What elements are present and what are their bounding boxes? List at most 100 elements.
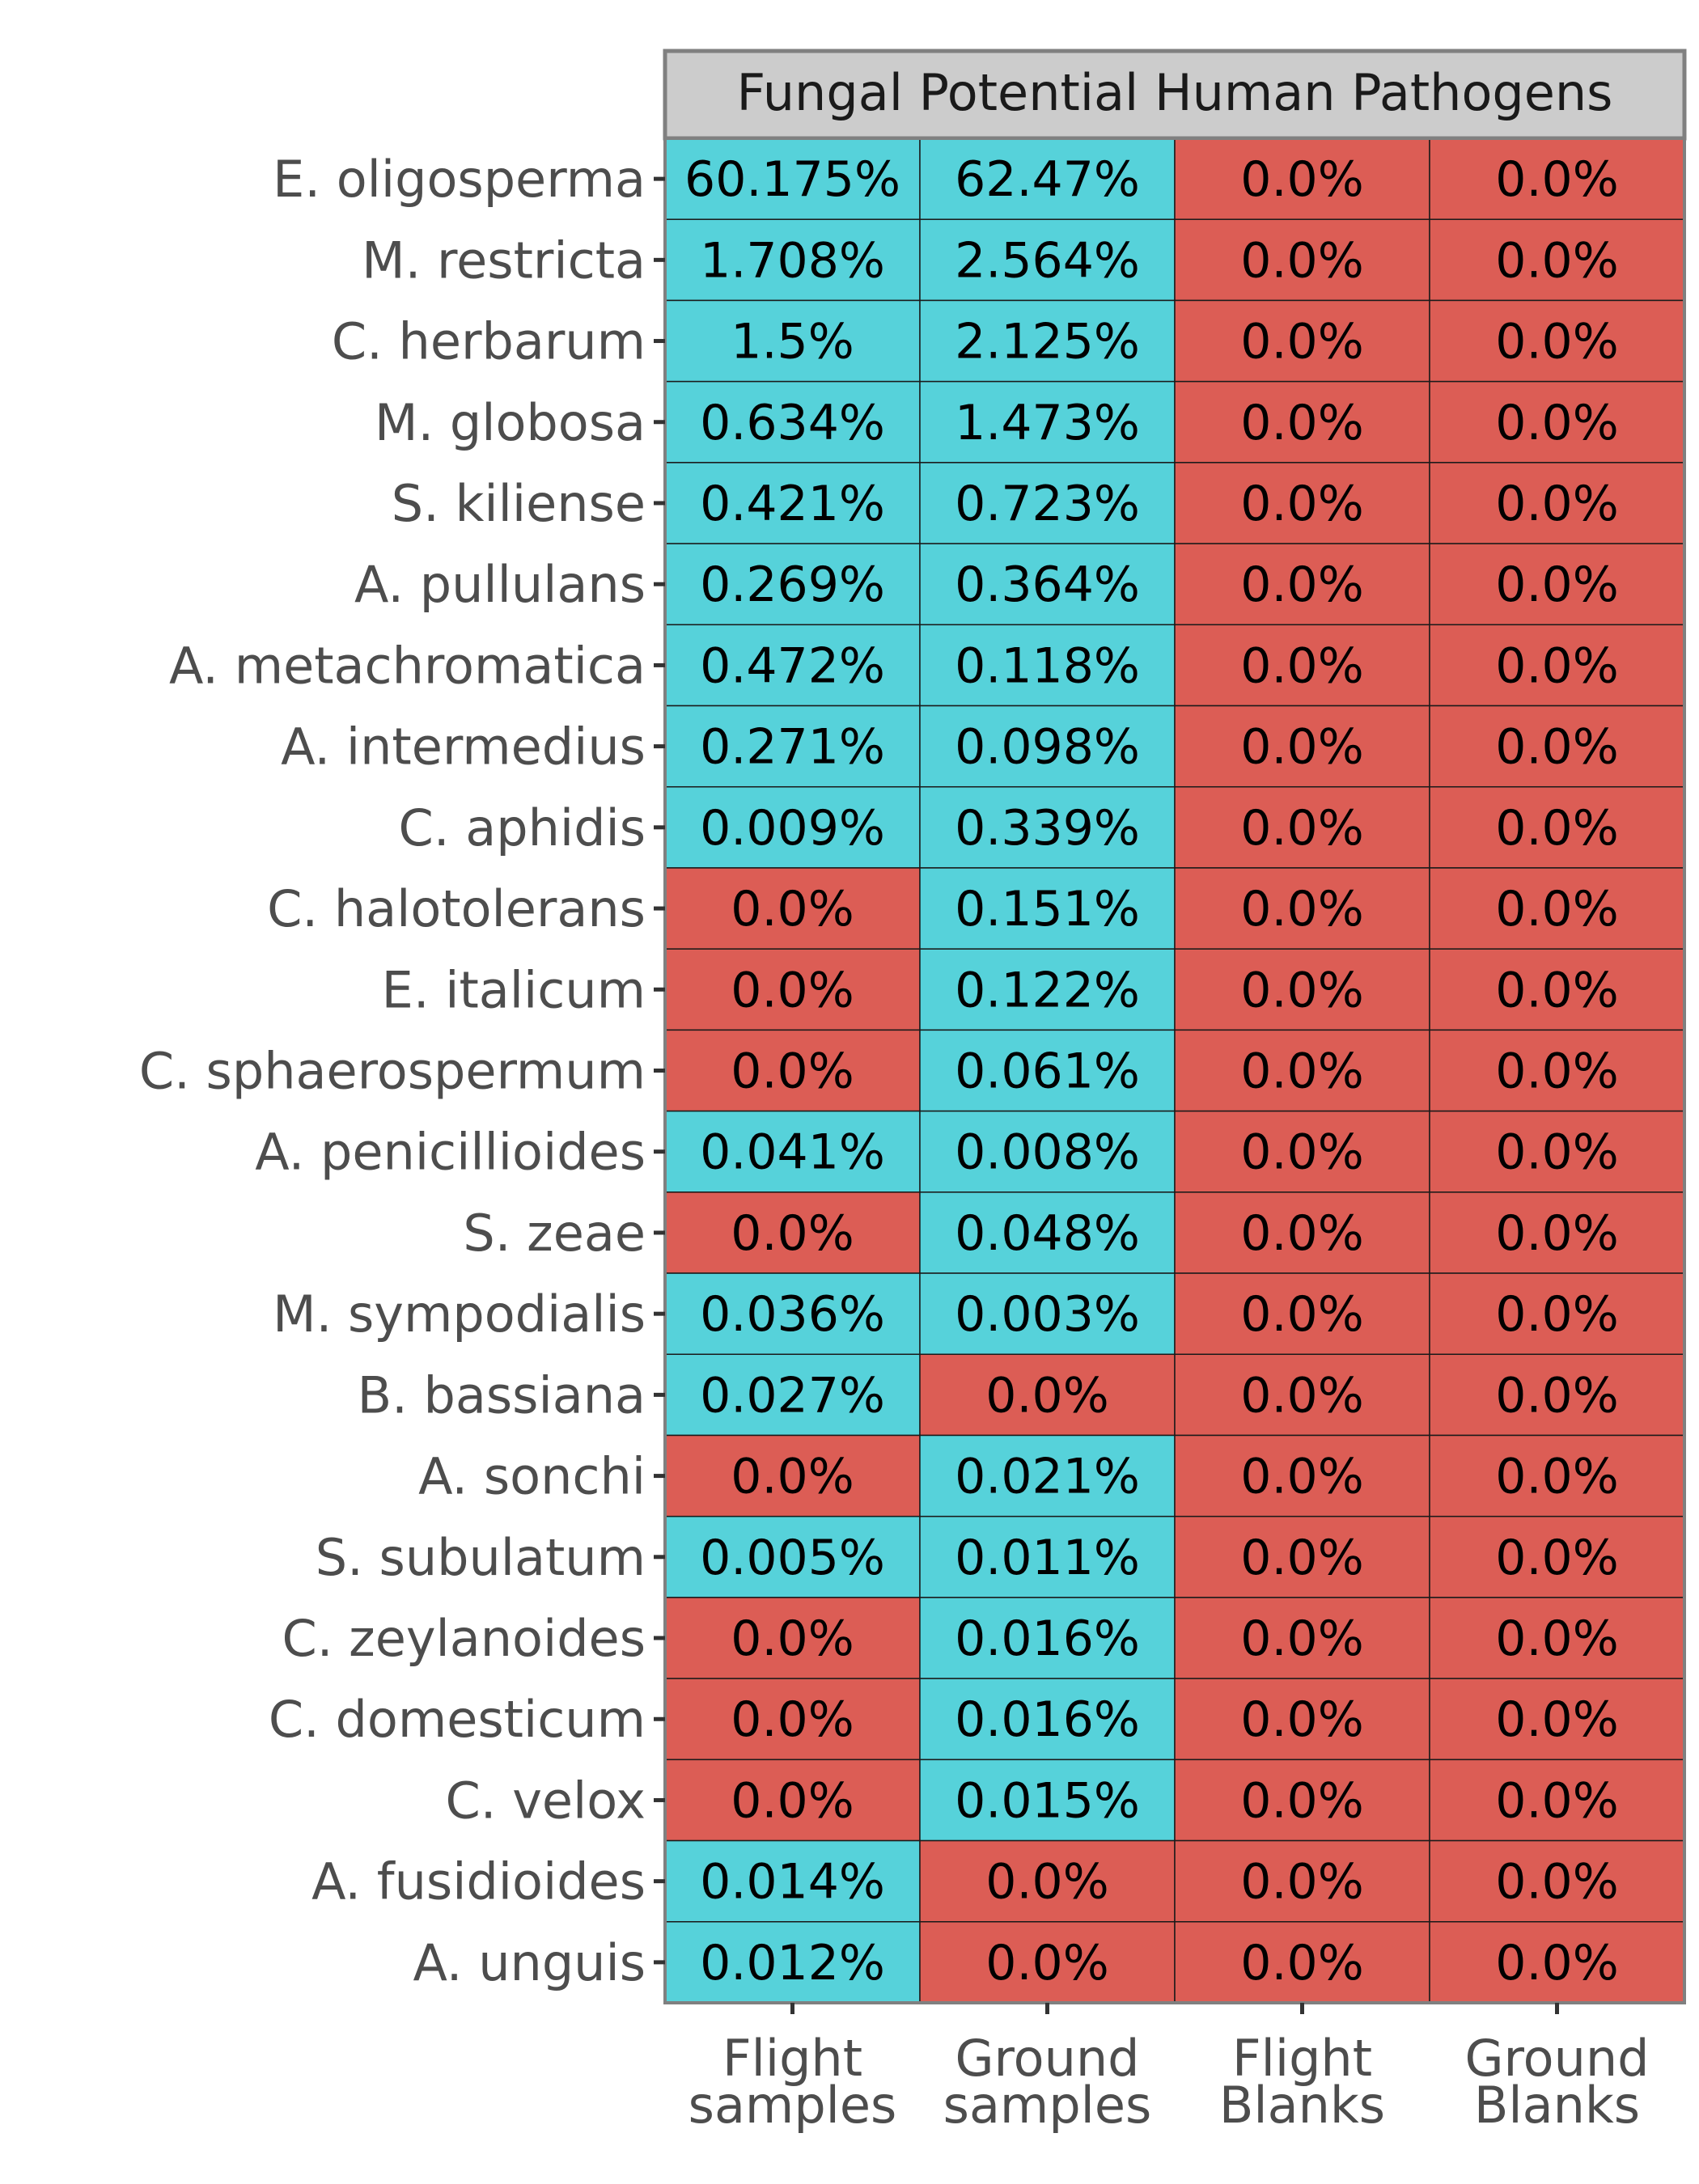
heatmap-cell xyxy=(664,1353,921,1437)
cell-value-label: 0.0% xyxy=(1240,1772,1363,1829)
cell-value-label: 0.0% xyxy=(1495,962,1618,1018)
heatmap-cell xyxy=(1429,1839,1685,1923)
cell-value-label: 0.0% xyxy=(1495,314,1618,370)
cell-value-label: 0.0% xyxy=(1495,637,1618,694)
heatmap-cell xyxy=(1174,138,1430,220)
heatmap-cells xyxy=(664,138,1685,2004)
cell-value-label: 0.0% xyxy=(1495,1854,1618,1911)
cell-value-label: 2.125% xyxy=(955,314,1140,370)
cell-value-label: 0.0% xyxy=(731,1205,854,1262)
heatmap-cell xyxy=(919,1110,1176,1193)
y-tick-label: A. pullulans xyxy=(354,555,646,614)
cell-value-label: 0.027% xyxy=(700,1367,885,1424)
heatmap-cell xyxy=(1174,1029,1430,1112)
cell-value-label: 1.708% xyxy=(700,232,885,289)
heatmap-cell xyxy=(664,543,921,626)
panel-strip-background xyxy=(663,49,1687,141)
heatmap-cell xyxy=(1429,462,1685,544)
x-tick-label-line1: Ground xyxy=(955,2029,1139,2088)
heatmap-cell xyxy=(919,1029,1176,1112)
cell-value-labels: 60.175% 62.47% 0.0% 0.0% 1.708% 2.564% 0.0% 0.0… xyxy=(684,151,1619,1991)
heatmap-cell xyxy=(1174,218,1430,302)
cell-value-label: 0.0% xyxy=(1495,1043,1618,1100)
heatmap-cell xyxy=(1429,299,1685,383)
cell-value-label: 0.634% xyxy=(700,395,885,451)
cell-value-label: 0.0% xyxy=(1240,1610,1363,1667)
heatmap-cell xyxy=(664,867,921,950)
cell-value-label: 0.048% xyxy=(955,1205,1140,1262)
heatmap-cell xyxy=(1174,785,1430,869)
cell-value-label: 0.364% xyxy=(955,557,1140,613)
heatmap-cell xyxy=(919,1759,1176,1842)
y-tick-label: A. intermedius xyxy=(281,717,646,777)
cell-value-label: 0.0% xyxy=(731,1772,854,1829)
heatmap-cell xyxy=(1429,380,1685,463)
heatmap-cell xyxy=(919,1597,1176,1679)
cell-value-label: 0.0% xyxy=(1240,719,1363,776)
cell-value-label: 0.0% xyxy=(1240,1043,1363,1100)
y-tick-label: A. unguis xyxy=(413,1933,646,1992)
y-axis: E. oligosperma M. restricta C. herbarum M. … xyxy=(139,150,665,1992)
cell-value-label: 0.061% xyxy=(955,1043,1140,1100)
cell-value-label: 0.0% xyxy=(985,1367,1108,1424)
cell-value-label: 0.723% xyxy=(955,476,1140,532)
y-tick-label: A. metachromatica xyxy=(169,636,646,695)
cell-value-label: 0.0% xyxy=(1495,881,1618,938)
cell-value-label: 0.0% xyxy=(731,1610,854,1667)
heatmap-cell xyxy=(664,1434,921,1517)
cell-value-label: 0.0% xyxy=(731,881,854,938)
heatmap-cell xyxy=(919,948,1176,1031)
heatmap-cell xyxy=(664,1678,921,1761)
cell-value-label: 0.0% xyxy=(1240,1935,1363,1991)
cell-value-label: 1.5% xyxy=(731,314,854,370)
cell-value-label: 0.0% xyxy=(1495,1610,1618,1667)
heatmap-cell xyxy=(1174,867,1430,950)
heatmap-cell xyxy=(1174,380,1430,463)
panel-strip: Fungal Potential Human Pathogens xyxy=(663,49,1687,141)
cell-value-label: 0.0% xyxy=(1495,800,1618,857)
heatmap-cell xyxy=(1429,948,1685,1031)
x-tick-label-line2: Blanks xyxy=(1474,2076,1640,2135)
cell-value-label: 0.011% xyxy=(955,1530,1140,1586)
cell-value-label: 0.0% xyxy=(1495,151,1618,208)
heatmap-cell xyxy=(919,380,1176,463)
cell-value-label: 0.0% xyxy=(1495,476,1618,532)
y-tick-label: A. sonchi xyxy=(418,1447,646,1506)
cell-value-label: 0.0% xyxy=(1240,1286,1363,1343)
heatmap-cell xyxy=(664,1515,921,1598)
heatmap-cell xyxy=(664,138,921,220)
heatmap-cell xyxy=(664,1029,921,1112)
cell-value-label: 0.472% xyxy=(700,637,885,694)
cell-value-label: 0.122% xyxy=(955,962,1140,1018)
cell-value-label: 1.473% xyxy=(955,395,1140,451)
y-tick-label: C. sphaerospermum xyxy=(139,1042,646,1101)
heatmap-cell xyxy=(919,1272,1176,1356)
heatmap-cell xyxy=(1429,1029,1685,1112)
cell-value-label: 0.0% xyxy=(1495,1772,1618,1829)
y-tick-label: C. aphidis xyxy=(399,798,646,857)
cell-value-label: 0.0% xyxy=(1240,1205,1363,1262)
x-tick-label-line2: samples xyxy=(688,2076,897,2135)
cell-value-label: 0.0% xyxy=(1495,1530,1618,1586)
x-tick-label-line1: Flight xyxy=(1232,2029,1372,2088)
y-tick-label: E. oligosperma xyxy=(273,150,646,209)
heatmap-cell xyxy=(664,1839,921,1923)
cell-value-label: 0.003% xyxy=(955,1286,1140,1343)
cell-value-label: 0.0% xyxy=(1240,1854,1363,1911)
cell-value-label: 0.0% xyxy=(1240,1367,1363,1424)
cell-value-label: 0.0% xyxy=(985,1854,1108,1911)
cell-value-label: 0.0% xyxy=(1495,1935,1618,1991)
heatmap-cell xyxy=(664,1191,921,1274)
heatmap-cell xyxy=(1429,1678,1685,1761)
x-axis: FlightsamplesGroundsamplesFlightBlanksGr… xyxy=(688,2003,1650,2135)
cell-value-label: 0.271% xyxy=(700,719,885,776)
panel-title: Fungal Potential Human Pathogens xyxy=(736,63,1612,122)
y-tick-label: C. herbarum xyxy=(332,312,646,371)
cell-value-label: 0.0% xyxy=(731,962,854,1018)
cell-value-label: 60.175% xyxy=(684,151,900,208)
heatmap-cell xyxy=(1174,1434,1430,1517)
heatmap-cell xyxy=(1174,462,1430,544)
cell-value-label: 0.0% xyxy=(1240,1530,1363,1586)
cell-value-label: 0.0% xyxy=(1495,1205,1618,1262)
heatmap-cell xyxy=(1174,624,1430,707)
